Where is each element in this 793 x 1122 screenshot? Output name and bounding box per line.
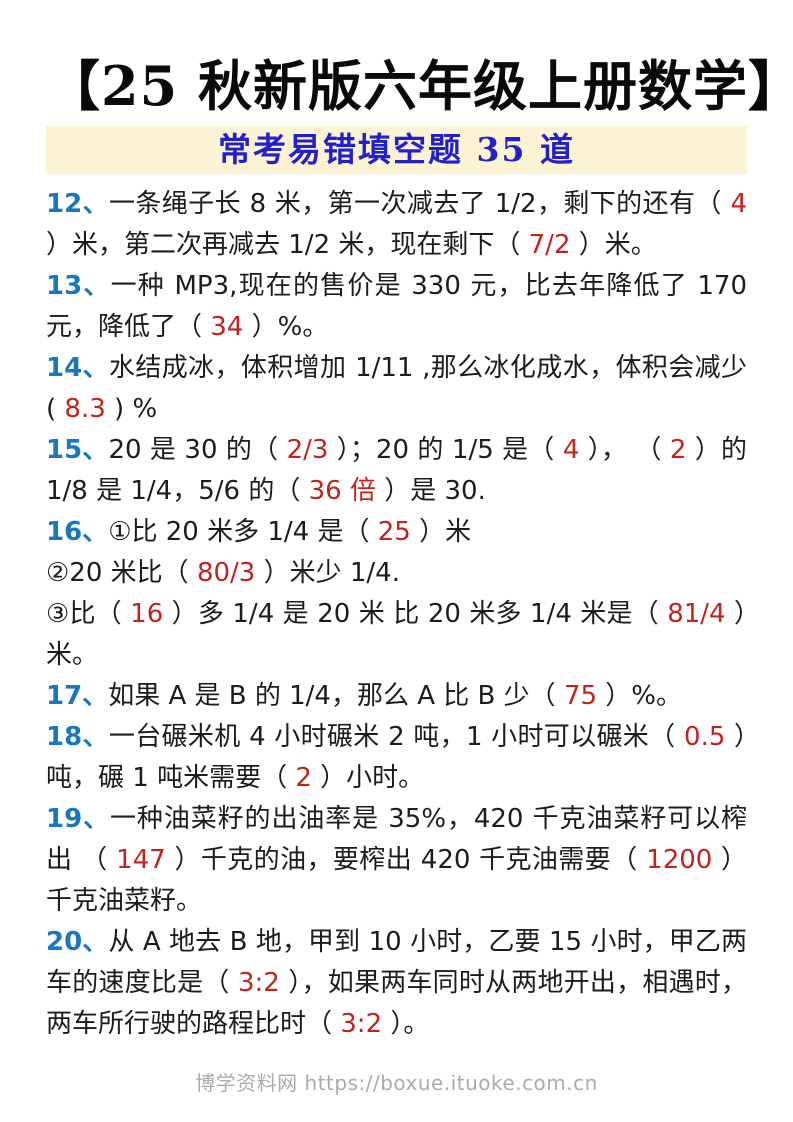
- answer-text: 2/3: [286, 435, 329, 465]
- question-text: ）的 1/8 是 1/4，5/6 的（: [46, 435, 747, 506]
- question-number: 19、: [46, 804, 110, 834]
- question-text: ）米，第二次再减去 1/2 米，现在剩下（: [46, 230, 529, 260]
- question-text: ），如果两车同时从两地开出，相遇时，两车所行驶的路程比时（: [46, 968, 748, 1039]
- question-text: 如果 A 是 B 的 1/4，那么 A 比 B 少（: [108, 681, 564, 711]
- answer-text: 36 倍: [308, 476, 376, 506]
- question-text: ）是 30.: [375, 476, 486, 506]
- answer-text: 2: [295, 763, 312, 793]
- answer-text: 25: [377, 517, 411, 547]
- question-14: 14、水结成冰，体积增加 1/11 ,那么冰化成水，体积会减少( 8.3 ) %: [46, 348, 747, 430]
- question-text: ②20 米比（: [46, 558, 197, 588]
- question-number: 17、: [46, 681, 109, 711]
- question-text: 一条绳子长 8 米，第一次减去了 1/2，剩下的还有（: [108, 189, 731, 219]
- question-text: ）千克的油，要榨出 420 千克油需要（: [165, 845, 647, 875]
- answer-text: 2: [669, 435, 687, 465]
- question-number: 20、: [46, 927, 109, 957]
- question-text: ）米。: [46, 599, 747, 670]
- question-number: 16、: [46, 517, 109, 547]
- question-text: ①比 20 米多 1/4 是（: [108, 517, 378, 547]
- answer-text: 1200: [646, 845, 713, 875]
- question-text: ）%。: [597, 681, 683, 711]
- question-text: ）米少 1/4.: [255, 558, 400, 588]
- question-number: 13、: [46, 271, 111, 301]
- question-text: ）米: [410, 517, 472, 547]
- answer-text: 80/3: [196, 558, 256, 588]
- question-number: 15、: [46, 435, 109, 465]
- answer-text: 8.3: [64, 394, 106, 424]
- answer-text: 3:2: [340, 1009, 383, 1039]
- question-text: ）千克油菜籽。: [46, 845, 748, 916]
- footer-watermark: 博学资料网 https://boxue.ituoke.com.cn: [195, 1071, 598, 1095]
- question-number: 14、: [46, 353, 109, 383]
- question-text: ③比（: [46, 599, 131, 629]
- question-20: 20、从 A 地去 B 地，甲到 10 小时，乙要 15 小时，甲乙两车的速度比…: [46, 922, 747, 1045]
- answer-text: 147: [116, 845, 166, 875]
- question-12: 12、一条绳子长 8 米，第一次减去了 1/2，剩下的还有（ 4 ）米，第二次再…: [46, 184, 747, 266]
- question-15: 15、20 是 30 的（ 2/3 ）；20 的 1/5 是（ 4 ）， （ 2…: [46, 430, 747, 512]
- answer-text: 4: [730, 189, 747, 219]
- question-13: 13、一种 MP3,现在的售价是 330 元，比去年降低了 170 元，降低了（…: [46, 266, 747, 348]
- answer-text: 16: [130, 599, 164, 629]
- worksheet-title: 【25 秋新版六年级上册数学】: [46, 54, 793, 118]
- answer-text: 0.5: [684, 722, 726, 752]
- question-text: ) %: [105, 394, 158, 424]
- answer-text: 4: [562, 435, 580, 465]
- question-17: 17、如果 A 是 B 的 1/4，那么 A 比 B 少（ 75 ）%。: [46, 676, 747, 717]
- worksheet-page: 【25 秋新版六年级上册数学】 常考易错填空题 35 道 12、一条绳子长 8 …: [46, 54, 793, 1045]
- question-text: ）多 1/4 是 20 米 比 20 米多 1/4 米是（: [163, 599, 668, 629]
- question-text: ）米。: [570, 230, 657, 260]
- question-text: 一台碾米机 4 小时碾米 2 吨，1 小时可以碾米（: [108, 722, 685, 752]
- question-number: 18、: [46, 722, 109, 752]
- question-16: 16、①比 20 米多 1/4 是（ 25 ）米 ②20 米比（ 80/3 ）米少…: [46, 512, 747, 676]
- question-text: 从 A 地去 B 地，甲到 10 小时，乙要 15 小时，甲乙两车的速度比是（: [46, 927, 747, 998]
- question-text: ）， （: [579, 435, 670, 465]
- question-text: ）。: [382, 1009, 430, 1039]
- question-text: 一种油菜籽的出油率是 35%，420 千克油菜籽可以榨出 （: [46, 804, 747, 875]
- subtitle-text: 常考易错填空题 35 道: [218, 130, 575, 169]
- question-number: 12、: [46, 189, 109, 219]
- question-text: ）小时。: [311, 763, 425, 793]
- answer-text: 34: [210, 312, 244, 342]
- question-19: 19、一种油菜籽的出油率是 35%，420 千克油菜籽可以榨出 （ 147 ）千…: [46, 799, 747, 922]
- question-text: 一种 MP3,现在的售价是 330 元，比去年降低了 170 元，降低了（: [46, 271, 748, 342]
- question-text: ）；20 的 1/5 是（: [328, 435, 563, 465]
- answer-text: 81/4: [667, 599, 726, 629]
- answer-text: 75: [563, 681, 598, 711]
- question-18: 18、一台碾米机 4 小时碾米 2 吨，1 小时可以碾米（ 0.5 ）吨，碾 1…: [46, 717, 747, 799]
- answer-text: 7/2: [528, 230, 571, 260]
- questions-list: 12、一条绳子长 8 米，第一次减去了 1/2，剩下的还有（ 4 ）米，第二次再…: [46, 184, 747, 1045]
- answer-text: 3:2: [238, 968, 280, 998]
- question-text: 20 是 30 的（: [108, 435, 287, 465]
- question-text: ）吨，碾 1 吨米需要（: [46, 722, 748, 793]
- subtitle-banner: 常考易错填空题 35 道: [46, 126, 747, 174]
- question-text: ）%。: [243, 312, 329, 342]
- question-text: 水结成冰，体积增加 1/11 ,那么冰化成水，体积会减少(: [46, 353, 747, 424]
